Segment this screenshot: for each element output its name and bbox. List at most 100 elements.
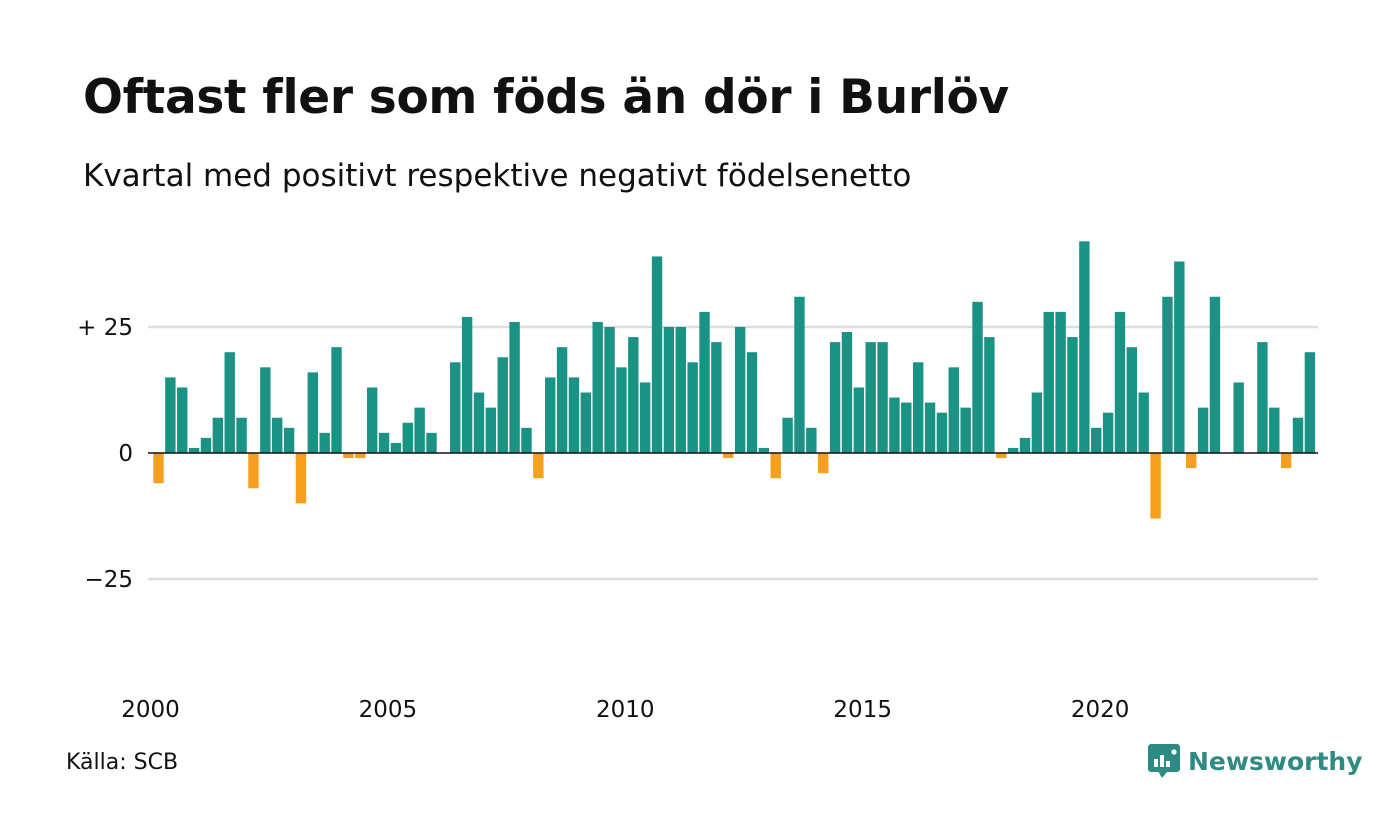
bar <box>663 327 675 453</box>
bar <box>509 321 520 453</box>
bar <box>556 347 568 453</box>
bar <box>188 447 200 453</box>
bar <box>758 447 770 453</box>
bar <box>924 402 936 453</box>
bar <box>248 453 259 489</box>
bar <box>865 342 876 453</box>
bar <box>1280 453 1292 469</box>
bar <box>699 311 710 453</box>
bar <box>1292 417 1304 453</box>
brand[interactable]: Newsworthy <box>1148 744 1363 778</box>
x-tick-label: 2010 <box>596 697 655 723</box>
bar <box>996 453 1007 459</box>
bar <box>366 387 378 453</box>
x-tick-label: 2000 <box>121 697 180 723</box>
bar <box>236 417 247 453</box>
bar <box>889 397 900 453</box>
bar <box>628 337 639 453</box>
x-tick-labels: 2000 2005 2010 2015 2020 <box>121 697 1129 723</box>
bar <box>912 362 924 453</box>
newsworthy-logo-icon <box>1148 744 1180 778</box>
bar <box>687 362 698 453</box>
x-tick-label: 2015 <box>833 697 892 723</box>
bar <box>1269 407 1280 453</box>
bar <box>355 453 366 459</box>
bar <box>545 377 556 453</box>
bar <box>331 347 342 453</box>
bar <box>378 432 390 453</box>
bar <box>295 453 307 504</box>
y-tick-label: + 25 <box>77 315 133 341</box>
bar <box>960 407 971 453</box>
bar <box>604 327 615 453</box>
bar <box>806 427 817 453</box>
bar <box>1126 347 1138 453</box>
source-note: Källa: SCB <box>66 750 179 775</box>
x-tick-label: 2005 <box>359 697 418 723</box>
bar <box>829 342 841 453</box>
bar <box>818 453 829 474</box>
bar <box>307 372 319 453</box>
bar <box>580 392 592 453</box>
bar <box>1055 311 1066 453</box>
bar <box>616 367 627 453</box>
bar <box>948 367 959 453</box>
bar <box>1304 352 1316 453</box>
bar <box>1150 453 1161 519</box>
bar <box>1209 296 1221 453</box>
bar <box>1007 447 1019 453</box>
bar <box>426 432 437 453</box>
bar <box>1257 342 1268 453</box>
bar <box>711 342 722 453</box>
bar <box>1197 407 1209 453</box>
bar <box>153 453 164 484</box>
bar <box>984 337 995 453</box>
bar <box>1079 241 1090 453</box>
y-tick-labels: + 25 0 −25 <box>77 315 133 593</box>
bar <box>877 342 888 453</box>
bar <box>212 417 224 453</box>
bar <box>568 377 580 453</box>
bar <box>1031 392 1043 453</box>
bar <box>533 453 544 479</box>
bar <box>319 432 330 453</box>
bar <box>1174 261 1185 453</box>
bar <box>224 352 235 453</box>
bar <box>390 442 402 453</box>
bar <box>260 367 271 453</box>
bar <box>200 437 212 453</box>
bar <box>841 332 853 453</box>
bar <box>794 296 805 453</box>
bar <box>165 377 176 453</box>
bar <box>521 427 532 453</box>
bar <box>497 357 508 453</box>
bar <box>1114 311 1126 453</box>
bar <box>901 402 912 453</box>
bar <box>414 407 425 453</box>
brand-name: Newsworthy <box>1188 746 1363 776</box>
bar <box>1185 453 1197 469</box>
bar <box>770 453 781 479</box>
bar <box>972 301 983 453</box>
bar <box>936 412 948 453</box>
bar <box>734 327 746 453</box>
bar <box>177 387 188 453</box>
bar <box>450 362 461 453</box>
bar <box>1102 412 1114 453</box>
bar <box>1043 311 1054 453</box>
bar <box>1138 392 1149 453</box>
bar <box>1233 382 1244 453</box>
bar <box>402 422 413 453</box>
bar <box>782 417 793 453</box>
bar <box>639 382 651 453</box>
chart-subtitle: Kvartal med positivt respektive negativt… <box>83 158 912 194</box>
bar <box>461 316 473 453</box>
bar <box>473 392 485 453</box>
bar <box>272 417 283 453</box>
bar <box>283 427 295 453</box>
bar <box>592 321 603 453</box>
y-tick-label: 0 <box>118 441 133 467</box>
bar <box>1091 427 1102 453</box>
y-tick-label: −25 <box>84 567 133 593</box>
